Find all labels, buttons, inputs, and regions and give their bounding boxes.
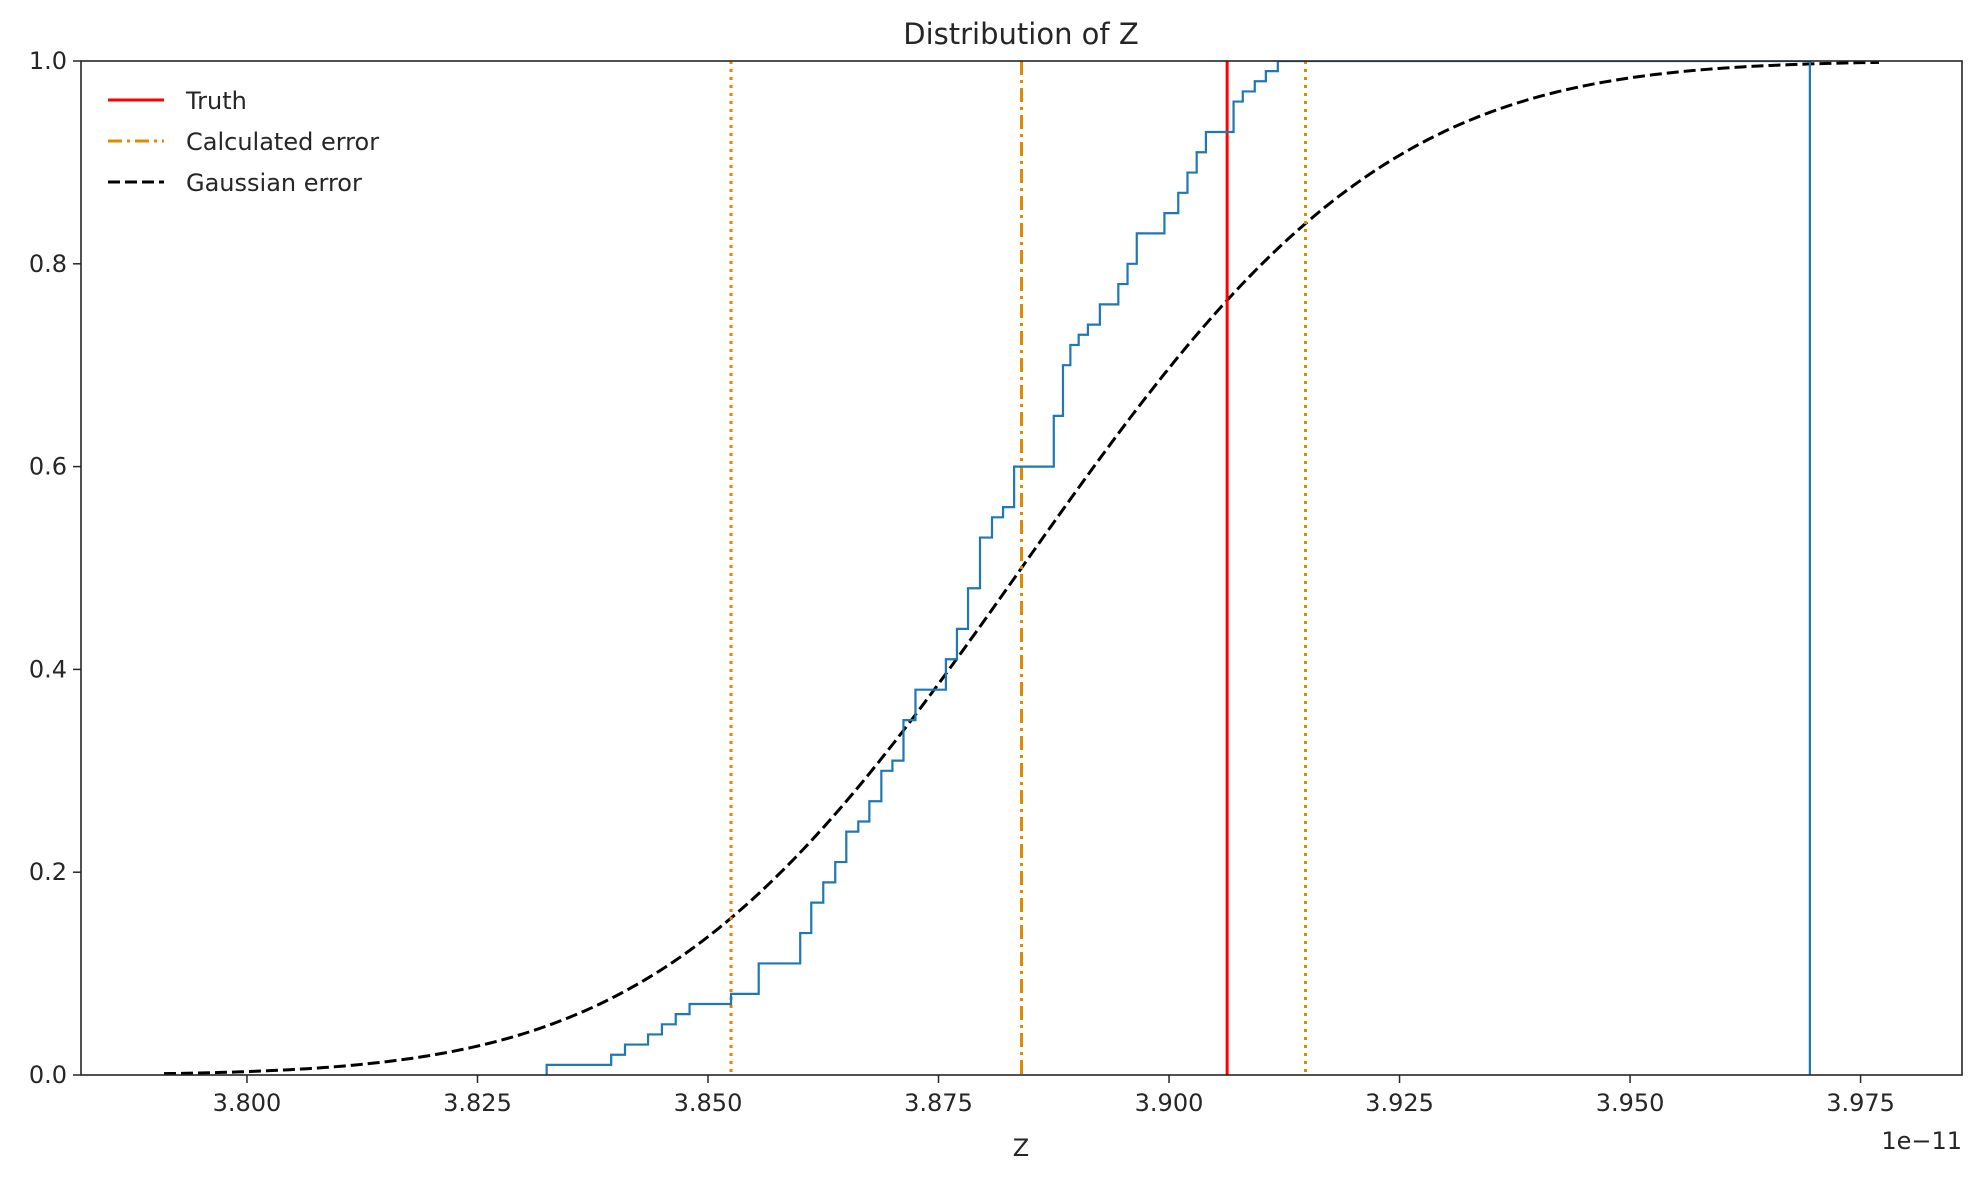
x-tick-label: 3.850 [674, 1089, 743, 1117]
ecdf-step-line [545, 61, 1811, 1075]
y-axis: 0.0 0.2 0.4 0.6 0.8 1.0 [29, 47, 81, 1089]
legend: Truth Calculated error Gaussian error [108, 87, 379, 197]
plot-frame [80, 60, 1963, 1076]
x-tick-label: 3.875 [904, 1089, 973, 1117]
y-tick-label: 0.0 [29, 1061, 67, 1089]
legend-truth-label: Truth [185, 87, 247, 115]
x-tick-label: 3.825 [443, 1089, 512, 1117]
x-tick-label: 3.925 [1365, 1089, 1434, 1117]
y-tick-label: 0.6 [29, 453, 67, 481]
chart-title: Distribution of Z [903, 17, 1138, 51]
legend-calculated-error-label: Calculated error [186, 128, 379, 156]
x-axis-label: Z [1013, 1134, 1029, 1162]
x-axis: 3.800 3.825 3.850 3.875 3.900 3.925 3.950 3.975 [213, 1075, 1895, 1117]
x-tick-label: 3.975 [1826, 1089, 1895, 1117]
y-tick-label: 1.0 [29, 47, 67, 75]
x-axis-offset-label: 1e−11 [1881, 1127, 1962, 1155]
legend-gaussian-error-label: Gaussian error [186, 169, 362, 197]
plot-area [163, 61, 1880, 1075]
y-tick-label: 0.4 [29, 655, 67, 683]
x-tick-label: 3.900 [1135, 1089, 1204, 1117]
x-tick-label: 3.950 [1596, 1089, 1665, 1117]
x-tick-label: 3.800 [213, 1089, 282, 1117]
y-tick-label: 0.2 [29, 858, 67, 886]
y-tick-label: 0.8 [29, 250, 67, 278]
